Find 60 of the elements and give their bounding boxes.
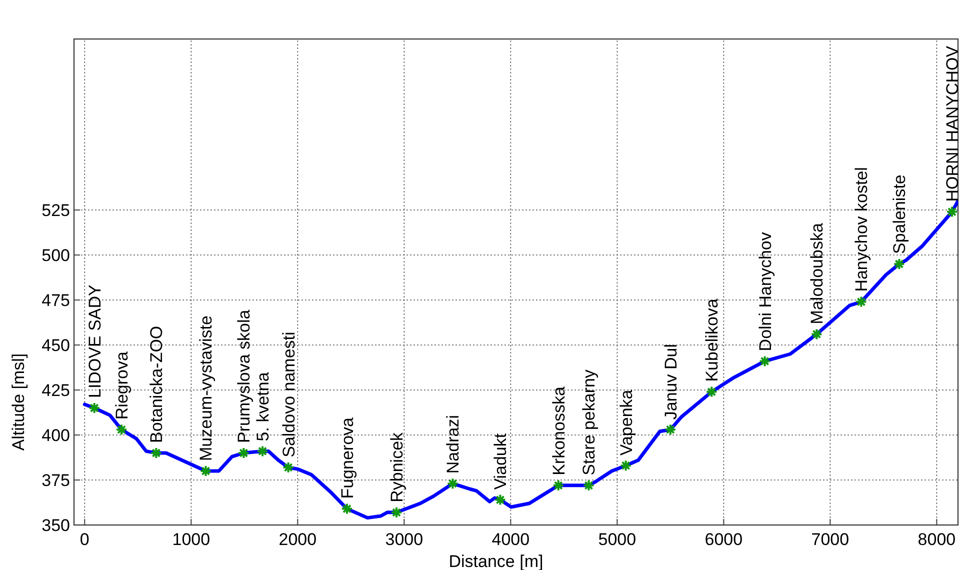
annotation: Januv Dul	[661, 344, 680, 420]
point	[620, 460, 632, 472]
y-tick-label: 450	[42, 336, 70, 355]
annotation: Stare pekarny	[580, 369, 599, 476]
annotation: Hanychov kostel	[852, 167, 872, 292]
annotation: Saldovo namesti	[279, 332, 298, 458]
annotation: HORNI HANYCHOV	[943, 45, 962, 202]
point	[150, 447, 162, 459]
annotation: Vapenka	[616, 389, 636, 456]
annotation: Dolni Hanychov	[756, 232, 775, 352]
x-tick-label: 0	[80, 530, 90, 549]
y-tick-label: 475	[42, 291, 70, 310]
x-tick-label: 7000	[811, 530, 850, 549]
y-tick-label: 525	[42, 201, 70, 220]
annotation: Nadrazi	[444, 415, 463, 474]
point	[855, 296, 868, 308]
annotation: Viadukt	[491, 433, 510, 490]
annotation: Prumyslova skola	[234, 309, 254, 443]
x-tick-label: 6000	[704, 530, 743, 549]
annotation: Rybnicek	[388, 432, 406, 502]
y-axis-title: Altitude [msl]	[9, 353, 28, 451]
x-tick-label: 4000	[492, 530, 530, 549]
point	[582, 479, 595, 492]
point	[256, 445, 269, 458]
point	[758, 355, 771, 368]
annotation: Fugnerova	[338, 416, 357, 499]
x-tick-label: 8000	[918, 530, 956, 549]
point	[664, 424, 676, 436]
x-tick-label: 3000	[385, 530, 424, 549]
y-tick-label: 500	[42, 246, 70, 265]
annotation: LIDOVE SADY	[85, 284, 104, 398]
point	[446, 478, 459, 490]
point	[88, 402, 100, 414]
point	[200, 465, 212, 477]
point	[706, 386, 718, 398]
x-tick-label: 5000	[598, 530, 636, 549]
point	[494, 494, 506, 506]
point	[946, 206, 958, 218]
x-tick-label: 2000	[278, 530, 317, 549]
point	[390, 506, 402, 518]
annotation: 5. kvetna	[254, 372, 273, 442]
annotation: Muzeum-vystaviste	[196, 316, 216, 461]
y-tick-label: 425	[42, 381, 70, 400]
annotation: Krkonosska	[549, 386, 568, 476]
point	[116, 424, 128, 436]
point	[810, 328, 823, 340]
annotation: Malodoubska	[808, 222, 827, 324]
point	[552, 479, 564, 492]
point	[340, 502, 353, 515]
x-tick-label: 1000	[172, 530, 210, 549]
annotation: Riegrova	[112, 351, 132, 420]
y-tick-label: 375	[42, 471, 70, 490]
point	[238, 447, 250, 459]
annotation: Spaleniste	[890, 174, 910, 254]
annotation: Kubelikova	[702, 298, 722, 382]
y-tick-label: 350	[42, 516, 70, 535]
point	[282, 461, 294, 474]
point	[893, 258, 906, 270]
y-tick-label: 400	[42, 426, 70, 445]
annotation: Botanicka-ZOO	[147, 326, 166, 443]
